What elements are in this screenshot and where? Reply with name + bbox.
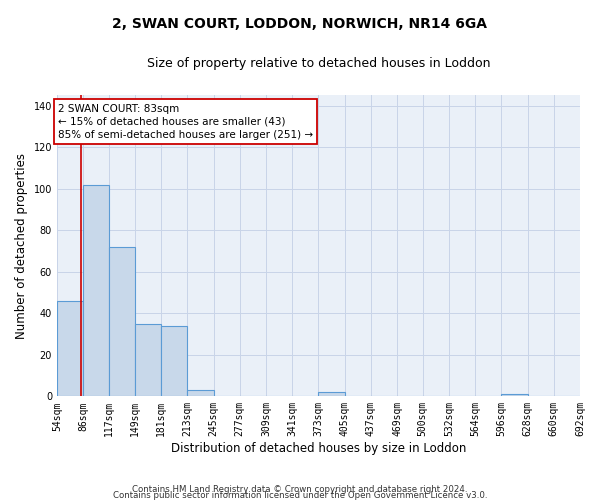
Bar xyxy=(161,326,187,396)
Bar xyxy=(57,301,83,396)
Bar xyxy=(83,184,109,396)
Title: Size of property relative to detached houses in Loddon: Size of property relative to detached ho… xyxy=(147,58,490,70)
Text: 2, SWAN COURT, LODDON, NORWICH, NR14 6GA: 2, SWAN COURT, LODDON, NORWICH, NR14 6GA xyxy=(113,18,487,32)
Bar xyxy=(319,392,344,396)
Text: 2 SWAN COURT: 83sqm
← 15% of detached houses are smaller (43)
85% of semi-detach: 2 SWAN COURT: 83sqm ← 15% of detached ho… xyxy=(58,104,313,140)
Bar xyxy=(109,247,135,396)
Text: Contains HM Land Registry data © Crown copyright and database right 2024.: Contains HM Land Registry data © Crown c… xyxy=(132,484,468,494)
Y-axis label: Number of detached properties: Number of detached properties xyxy=(15,153,28,339)
Bar xyxy=(501,394,527,396)
Bar xyxy=(187,390,214,396)
X-axis label: Distribution of detached houses by size in Loddon: Distribution of detached houses by size … xyxy=(171,442,466,455)
Bar xyxy=(135,324,161,396)
Text: Contains public sector information licensed under the Open Government Licence v3: Contains public sector information licen… xyxy=(113,490,487,500)
